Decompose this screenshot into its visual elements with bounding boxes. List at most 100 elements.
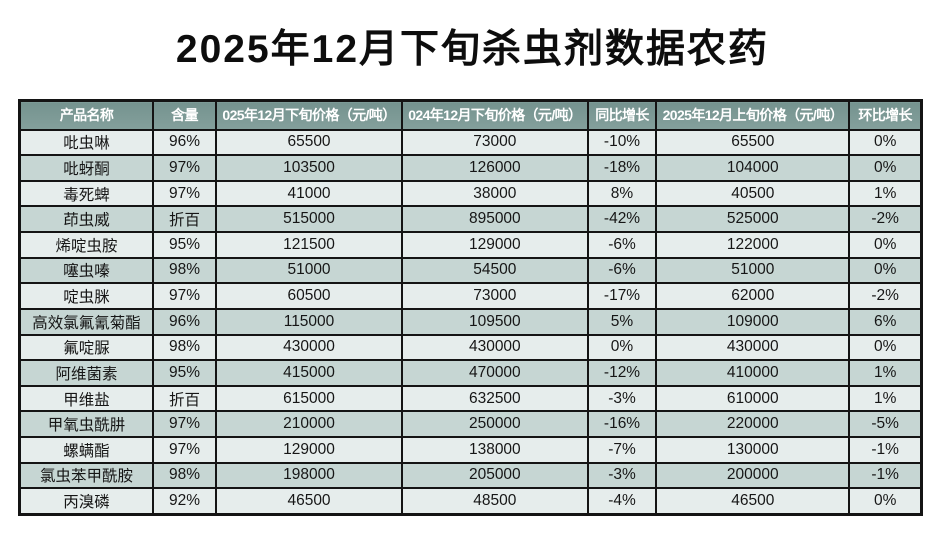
table-cell: -2% [848, 282, 923, 310]
table-cell: 895000 [400, 205, 589, 233]
table-cell: -6% [586, 256, 658, 285]
table-row: 氟啶脲 98% 430000 430000 0% 430000 0% [18, 333, 923, 362]
table-cell: 折百 [151, 384, 218, 413]
table-cell: 632500 [400, 384, 589, 413]
table-cell: 129000 [400, 231, 589, 259]
table-cell: 吡虫啉 [18, 128, 154, 157]
column-header-mom-growth: 环比增长 [848, 99, 923, 131]
table-cell: -3% [586, 384, 658, 413]
table-cell: 198000 [215, 461, 403, 490]
table-cell: 129000 [215, 436, 403, 464]
table-cell: 210000 [215, 410, 403, 438]
table-cell: 92% [151, 487, 218, 516]
table-cell: 73000 [400, 282, 589, 310]
table-row: 阿维菌素 95% 415000 470000 -12% 410000 1% [18, 359, 923, 387]
table-cell: 97% [151, 179, 218, 208]
table-header: 产品名称 含量 025年12月下旬价格（元/吨） 024年12月下旬价格（元/吨… [18, 99, 923, 131]
table-cell: 430000 [400, 333, 589, 362]
column-header-price-2025-late-dec: 025年12月下旬价格（元/吨） [215, 99, 403, 131]
table-cell: 38000 [400, 179, 589, 208]
table-cell: 98% [151, 256, 218, 285]
table-cell: 51000 [655, 256, 851, 285]
header-row: 产品名称 含量 025年12月下旬价格（元/吨） 024年12月下旬价格（元/吨… [18, 99, 923, 131]
table-cell: 65500 [655, 128, 851, 157]
table-cell: 丙溴磷 [18, 487, 154, 516]
table-cell: 122000 [655, 231, 851, 259]
table-cell: 啶虫脒 [18, 282, 154, 310]
table-cell: -4% [586, 487, 658, 516]
table-cell: 104000 [655, 154, 851, 182]
table-cell: 97% [151, 410, 218, 438]
table-cell: -6% [586, 231, 658, 259]
table-cell: 氯虫苯甲酰胺 [18, 461, 154, 490]
table-cell: 610000 [655, 384, 851, 413]
table-cell: 60500 [215, 282, 403, 310]
table-row: 吡虫啉 96% 65500 73000 -10% 65500 0% [18, 128, 923, 157]
column-header-content: 含量 [151, 99, 218, 131]
table-cell: -7% [586, 436, 658, 464]
page: 2025年12月下旬杀虫剂数据农药 产品名称 含量 025年12月下旬价格（元/… [0, 27, 945, 516]
table-row: 甲氧虫酰肼 97% 210000 250000 -16% 220000 -5% [18, 410, 923, 438]
table-row: 甲维盐 折百 615000 632500 -3% 610000 1% [18, 384, 923, 413]
table-cell: 40500 [655, 179, 851, 208]
table-cell: 126000 [400, 154, 589, 182]
table-cell: -12% [586, 359, 658, 387]
table-row: 噻虫嗪 98% 51000 54500 -6% 51000 0% [18, 256, 923, 285]
table-cell: 200000 [655, 461, 851, 490]
table-cell: -18% [586, 154, 658, 182]
table-cell: 51000 [215, 256, 403, 285]
table-cell: 97% [151, 436, 218, 464]
table-cell: 54500 [400, 256, 589, 285]
table-cell: 噻虫嗪 [18, 256, 154, 285]
table-cell: 46500 [215, 487, 403, 516]
table-row: 啶虫脒 97% 60500 73000 -17% 62000 -2% [18, 282, 923, 310]
table-row: 螺螨酯 97% 129000 138000 -7% 130000 -1% [18, 436, 923, 464]
table-cell: 130000 [655, 436, 851, 464]
table-cell: -1% [848, 461, 923, 490]
table-cell: 98% [151, 461, 218, 490]
table-cell: 410000 [655, 359, 851, 387]
table-row: 茚虫威 折百 515000 895000 -42% 525000 -2% [18, 205, 923, 233]
table-cell: 1% [848, 384, 923, 413]
table-cell: 8% [586, 179, 658, 208]
table-cell: 茚虫威 [18, 205, 154, 233]
table-row: 毒死蜱 97% 41000 38000 8% 40500 1% [18, 179, 923, 208]
table-cell: 525000 [655, 205, 851, 233]
table-cell: 46500 [655, 487, 851, 516]
table-cell: 97% [151, 282, 218, 310]
column-header-product-name: 产品名称 [18, 99, 154, 131]
table-row: 吡蚜酮 97% 103500 126000 -18% 104000 0% [18, 154, 923, 182]
table-row: 高效氯氟氰菊酯 96% 115000 109500 5% 109000 6% [18, 307, 923, 336]
table-cell: 220000 [655, 410, 851, 438]
table-cell: -17% [586, 282, 658, 310]
column-header-price-2025-early-dec: 2025年12月上旬价格（元/吨） [655, 99, 851, 131]
column-header-yoy-growth: 同比增长 [586, 99, 658, 131]
table-cell: -2% [848, 205, 923, 233]
table-cell: 109000 [655, 307, 851, 336]
table-row: 烯啶虫胺 95% 121500 129000 -6% 122000 0% [18, 231, 923, 259]
column-header-price-2024-late-dec: 024年12月下旬价格（元/吨） [400, 99, 589, 131]
table-cell: 吡蚜酮 [18, 154, 154, 182]
table-cell: 0% [586, 333, 658, 362]
price-table: 产品名称 含量 025年12月下旬价格（元/吨） 024年12月下旬价格（元/吨… [18, 99, 923, 516]
table-cell: 470000 [400, 359, 589, 387]
table-cell: 烯啶虫胺 [18, 231, 154, 259]
table-row: 丙溴磷 92% 46500 48500 -4% 46500 0% [18, 487, 923, 516]
table-cell: -10% [586, 128, 658, 157]
table-cell: 121500 [215, 231, 403, 259]
table-cell: 62000 [655, 282, 851, 310]
table-cell: 73000 [400, 128, 589, 157]
table-cell: 0% [848, 128, 923, 157]
table-cell: -5% [848, 410, 923, 438]
table-cell: 48500 [400, 487, 589, 516]
table-cell: 甲维盐 [18, 384, 154, 413]
table-cell: 103500 [215, 154, 403, 182]
table-cell: 5% [586, 307, 658, 336]
table-cell: 96% [151, 307, 218, 336]
table-cell: -42% [586, 205, 658, 233]
table-cell: 1% [848, 179, 923, 208]
table-cell: 95% [151, 359, 218, 387]
table-cell: 205000 [400, 461, 589, 490]
table-cell: 螺螨酯 [18, 436, 154, 464]
table-row: 氯虫苯甲酰胺 98% 198000 205000 -3% 200000 -1% [18, 461, 923, 490]
